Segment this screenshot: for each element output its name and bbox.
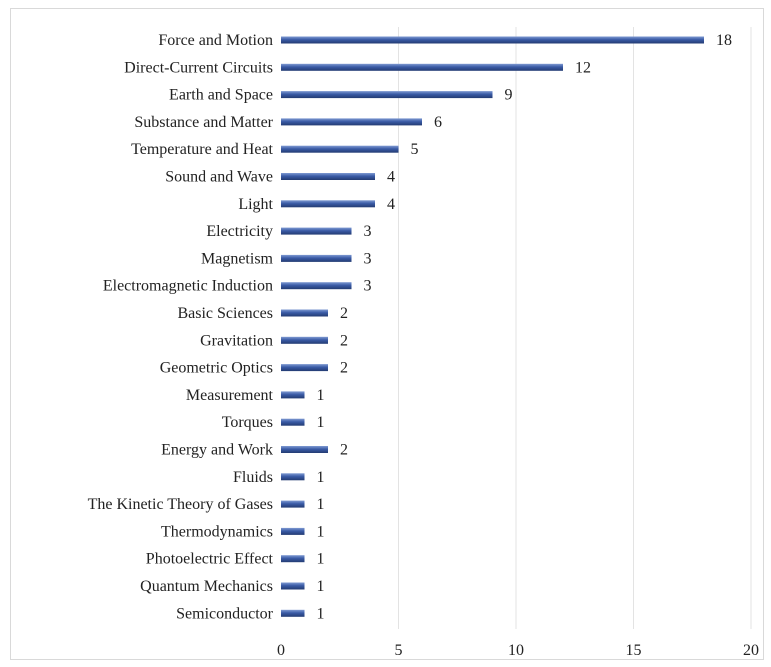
category-label: Force and Motion	[158, 32, 273, 49]
data-label: 4	[387, 169, 395, 186]
category-label: Photoelectric Effect	[146, 551, 274, 568]
data-label: 2	[340, 360, 348, 377]
bar	[281, 527, 305, 535]
category-label: Semiconductor	[176, 605, 274, 622]
data-label: 1	[317, 387, 325, 404]
data-label: 1	[317, 523, 325, 540]
category-label: Geometric Optics	[160, 360, 273, 377]
category-label: The Kinetic Theory of Gases	[88, 496, 273, 513]
category-label: Light	[238, 196, 273, 213]
category-label: Energy and Work	[161, 442, 273, 459]
data-label: 5	[411, 141, 419, 158]
x-tick-label: 0	[277, 642, 285, 659]
category-label: Thermodynamics	[161, 523, 273, 540]
data-label: 2	[340, 442, 348, 459]
data-label: 1	[317, 469, 325, 486]
data-label: 2	[340, 332, 348, 349]
category-label: Sound and Wave	[165, 169, 273, 186]
x-tick-label: 15	[626, 642, 642, 659]
bar	[281, 309, 328, 317]
data-label: 2	[340, 305, 348, 322]
bar	[281, 609, 305, 617]
bar	[281, 473, 305, 481]
data-label: 9	[505, 87, 513, 104]
category-label: Measurement	[186, 387, 274, 404]
data-label: 1	[317, 551, 325, 568]
category-label: Electricity	[206, 223, 273, 240]
bar	[281, 555, 305, 563]
chart-frame: Force and Motion 18 Direct-Current Circuit…	[10, 8, 764, 660]
bar	[281, 145, 399, 153]
data-label: 1	[317, 578, 325, 595]
category-label: Direct-Current Circuits	[124, 59, 273, 76]
bar	[281, 391, 305, 399]
bar	[281, 227, 352, 235]
category-label: Substance and Matter	[134, 114, 273, 131]
bar	[281, 200, 375, 208]
data-label: 1	[317, 414, 325, 431]
data-label: 4	[387, 196, 395, 213]
data-label: 12	[575, 59, 591, 76]
bar-chart: Force and Motion 18 Direct-Current Circuit…	[88, 27, 759, 659]
bar	[281, 118, 422, 126]
bar	[281, 418, 305, 426]
data-label: 18	[716, 32, 732, 49]
bar	[281, 36, 704, 44]
category-label: Earth and Space	[169, 87, 273, 104]
bar	[281, 582, 305, 590]
bar	[281, 282, 352, 290]
category-label: Fluids	[233, 469, 273, 486]
bar	[281, 500, 305, 508]
data-label: 3	[364, 278, 372, 295]
category-label: Basic Sciences	[177, 305, 273, 322]
bar	[281, 173, 375, 180]
category-label: Magnetism	[201, 250, 274, 267]
data-label: 6	[434, 114, 442, 131]
bar	[281, 254, 352, 262]
x-tick-label: 5	[395, 642, 403, 659]
data-label: 3	[364, 223, 372, 240]
bar	[281, 364, 328, 372]
x-tick-label: 10	[508, 642, 524, 659]
data-label: 3	[364, 250, 372, 267]
bar	[281, 63, 563, 71]
bar	[281, 446, 328, 453]
x-tick-label: 20	[743, 642, 759, 659]
bar	[281, 336, 328, 344]
bar	[281, 91, 493, 99]
data-label: 1	[317, 496, 325, 513]
category-label: Torques	[222, 414, 273, 431]
category-label: Gravitation	[200, 332, 273, 349]
category-label: Electromagnetic Induction	[103, 278, 273, 295]
data-label: 1	[317, 605, 325, 622]
category-label: Quantum Mechanics	[140, 578, 273, 595]
category-label: Temperature and Heat	[131, 141, 273, 158]
